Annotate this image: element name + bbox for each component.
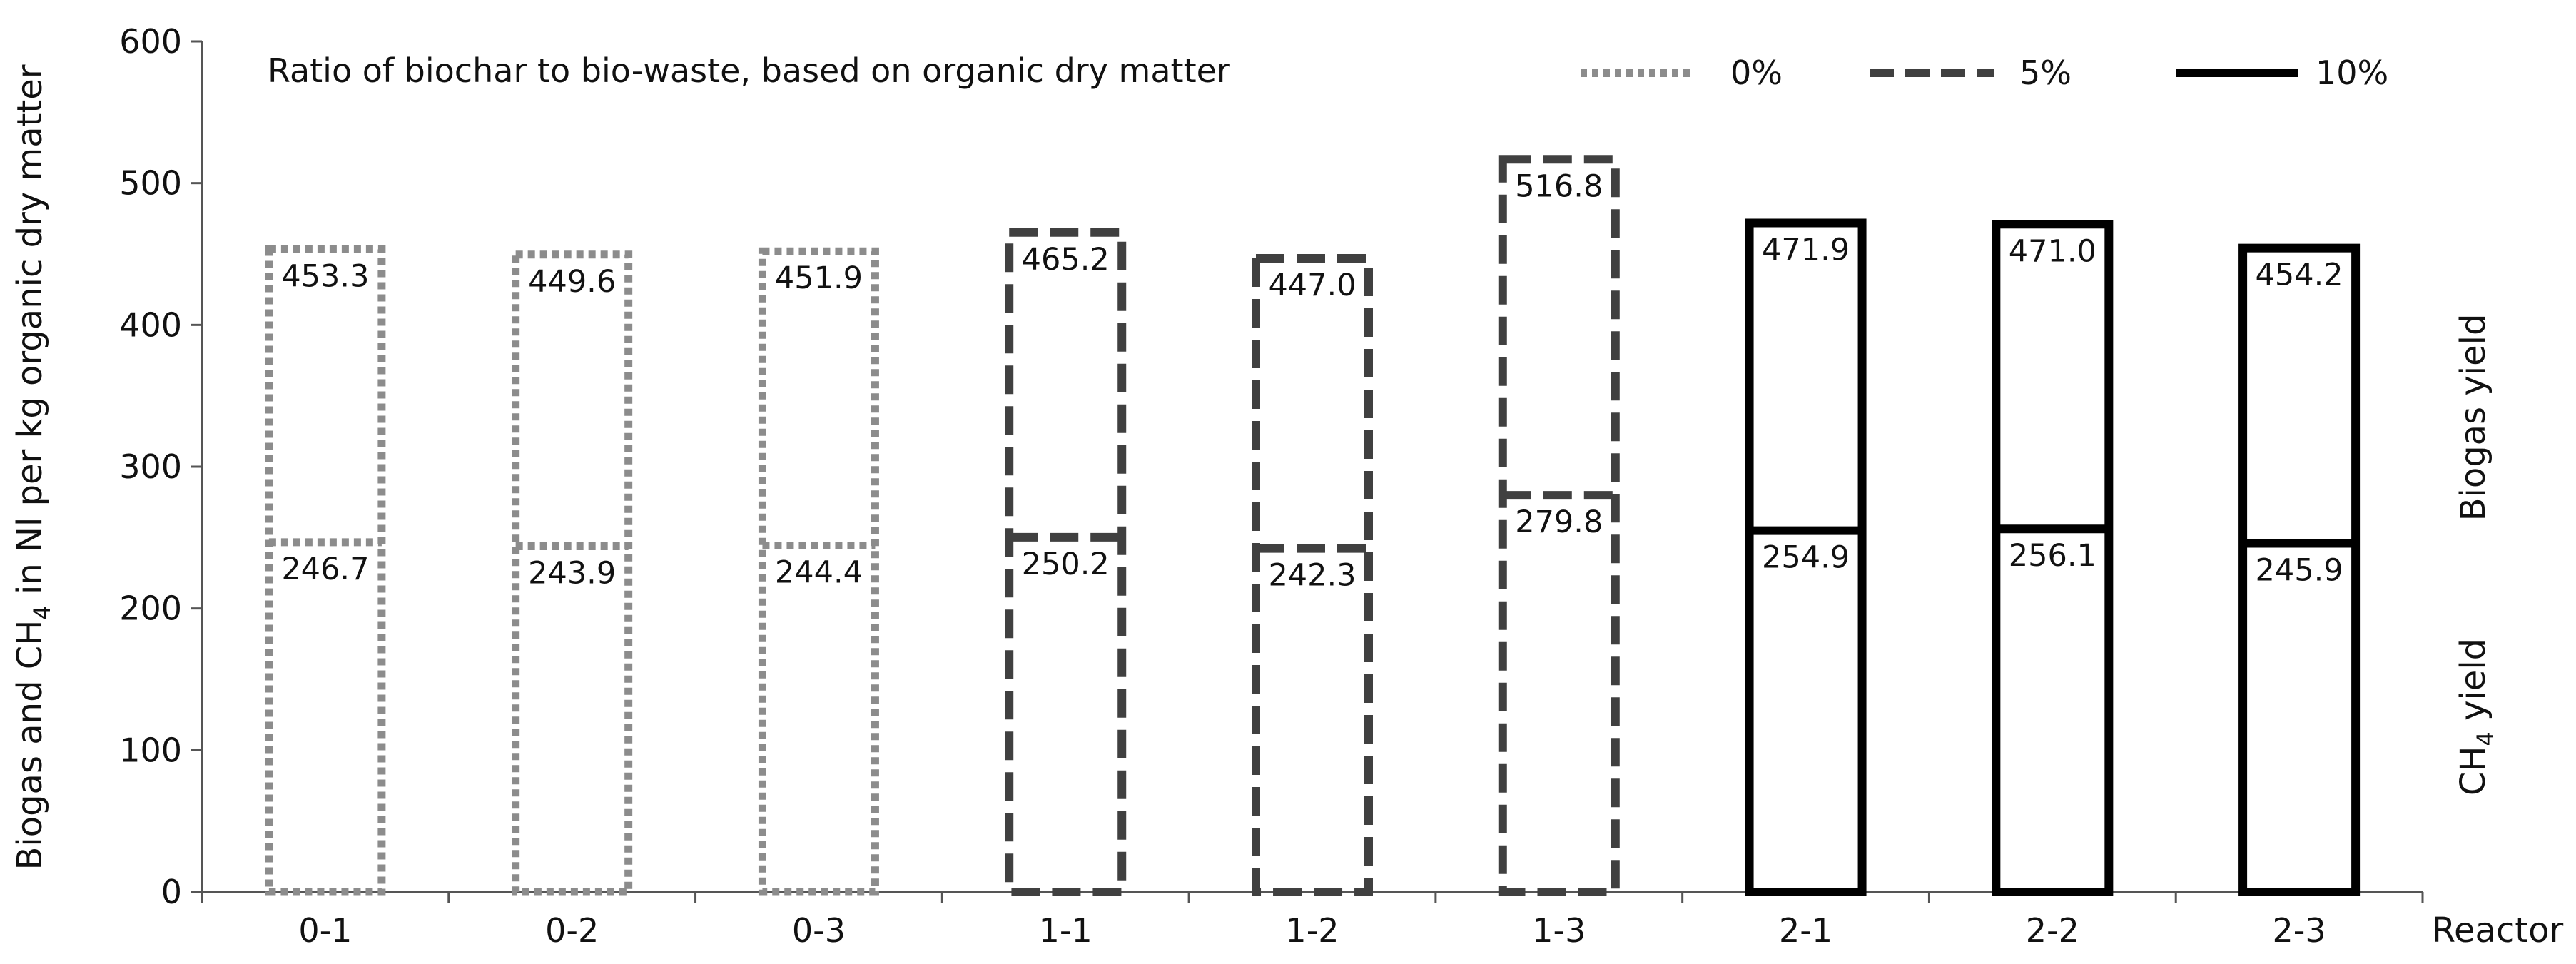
side-label-ch4-rest: yield xyxy=(2453,639,2493,731)
label-ch4-1-2: 242.3 xyxy=(1268,558,1356,594)
y-axis-title-sub: 4 xyxy=(29,605,56,619)
label-biogas-0-1: 453.3 xyxy=(281,258,369,294)
x-tick-label: 2-1 xyxy=(1779,911,1832,950)
side-label-ch4-yield: CH4 yield xyxy=(2453,639,2499,796)
side-label-ch4-sub: 4 xyxy=(2472,731,2499,746)
y-tick-label: 500 xyxy=(119,164,182,203)
legend-label-0pct: 0% xyxy=(1730,54,1783,92)
data-labels: 453.3 246.7 449.6 243.9 451.9 244.4 465.2 250.2… xyxy=(281,168,2343,593)
label-ch4-1-3: 279.8 xyxy=(1515,504,1603,540)
bar-biogas-1-2 xyxy=(1252,253,1373,896)
y-tick-label: 300 xyxy=(119,447,182,486)
y-axis-title-rest: in Nl per kg organic dry matter xyxy=(10,64,50,605)
bar-biogas-2-2 xyxy=(1992,220,2114,896)
side-label-biogas-yield: Biogas yield xyxy=(2453,314,2493,522)
label-ch4-2-2: 256.1 xyxy=(2009,538,2096,574)
y-tick-label: 0 xyxy=(161,873,182,911)
legend-label-10pct: 10% xyxy=(2316,54,2388,92)
label-ch4-0-3: 244.4 xyxy=(775,554,863,590)
label-ch4-0-2: 243.9 xyxy=(528,555,616,591)
label-ch4-1-1: 250.2 xyxy=(1022,547,1110,582)
bar-biogas-0-1 xyxy=(265,245,386,896)
label-ch4-0-1: 246.7 xyxy=(281,552,369,587)
x-tick-label: 1-3 xyxy=(1532,911,1586,950)
y-axis-title: Biogas and CH4 in Nl per kg organic dry … xyxy=(10,64,56,870)
x-tick-label: 1-1 xyxy=(1039,911,1092,950)
label-ch4-2-1: 254.9 xyxy=(1762,540,1850,576)
label-biogas-1-1: 465.2 xyxy=(1022,242,1110,278)
x-axis-title: Reactor xyxy=(2432,910,2564,950)
x-tick-label: 0-2 xyxy=(545,911,599,950)
label-biogas-1-2: 447.0 xyxy=(1268,268,1356,303)
x-tick-label: 0-3 xyxy=(792,911,846,950)
chart-title: Ratio of biochar to bio-waste, based on … xyxy=(268,51,1230,90)
y-tick-label: 400 xyxy=(119,305,182,344)
x-tick-label: 1-2 xyxy=(1285,911,1339,950)
side-label-ch4-main: CH xyxy=(2453,746,2493,796)
x-ticks: 0-1 0-2 0-3 1-1 1-2 1-3 2-1 2-2 2-3 xyxy=(201,892,2424,950)
bar-biogas-1-3 xyxy=(1498,155,1620,897)
y-tick-label: 200 xyxy=(119,589,182,628)
label-biogas-0-3: 451.9 xyxy=(775,260,863,296)
label-ch4-2-3: 245.9 xyxy=(2256,552,2343,588)
label-biogas-1-3: 516.8 xyxy=(1515,168,1603,204)
bars xyxy=(265,155,2361,897)
label-biogas-2-3: 454.2 xyxy=(2256,258,2343,293)
legend-label-5pct: 5% xyxy=(2019,54,2072,92)
x-tick-label: 0-1 xyxy=(298,911,352,950)
y-tick-label: 600 xyxy=(119,22,182,61)
x-tick-label: 2-2 xyxy=(2026,911,2079,950)
bar-biogas-2-3 xyxy=(2238,243,2361,896)
x-tick-label: 2-3 xyxy=(2273,911,2326,950)
bar-biogas-1-1 xyxy=(1005,228,1127,896)
y-ticks: 0 100 200 300 400 500 600 xyxy=(119,22,202,911)
y-tick-label: 100 xyxy=(119,731,182,769)
y-axis-title-main: Biogas and CH xyxy=(10,620,50,871)
bar-biogas-0-2 xyxy=(512,250,633,896)
label-biogas-2-2: 471.0 xyxy=(2009,233,2096,269)
label-biogas-2-1: 471.9 xyxy=(1762,232,1850,268)
bar-biogas-2-1 xyxy=(1745,218,1867,896)
label-biogas-0-2: 449.6 xyxy=(528,264,616,300)
legend: 0% 5% 10% xyxy=(1581,54,2388,92)
